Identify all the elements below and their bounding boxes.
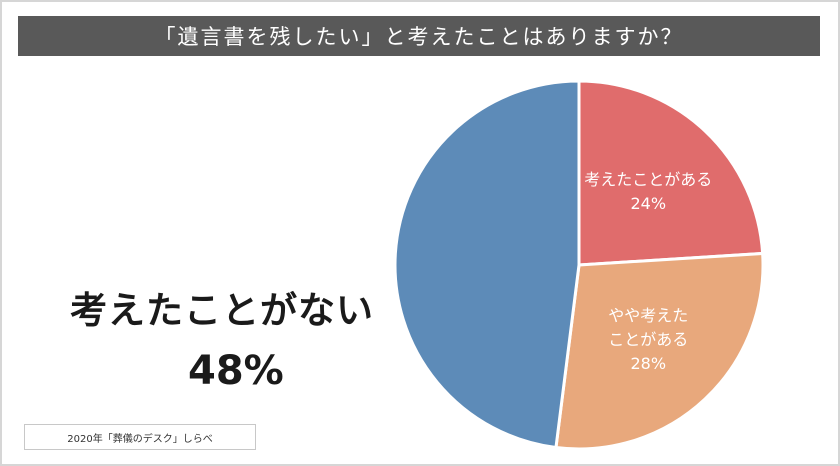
callout-label: 考えたことがない <box>70 289 374 332</box>
slice-not-considered <box>393 79 581 450</box>
slice-category-label: ことがある <box>608 330 688 349</box>
slice-value-label: 28% <box>630 354 666 373</box>
slice-category-label: 考えたことがある <box>584 170 712 189</box>
slice-considered <box>577 79 765 267</box>
source-note: 2020年「葬儀のデスク」しらべ <box>24 424 256 450</box>
slice-somewhat-considered <box>554 251 765 451</box>
slice-category-label: やや考えた <box>608 306 688 325</box>
chart-title: 「遺言書を残したい」と考えたことはありますか？ <box>18 16 820 56</box>
slice-value-label: 24% <box>630 194 666 213</box>
callout-value: 48% <box>188 348 284 394</box>
